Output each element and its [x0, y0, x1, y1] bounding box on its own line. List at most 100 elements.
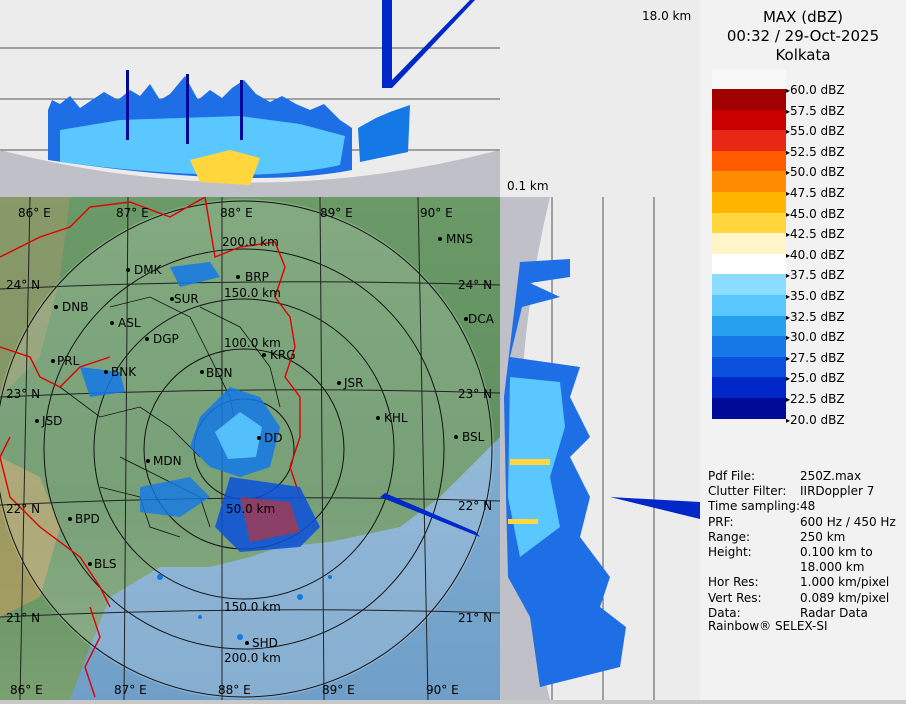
info-value: 250Z.max — [800, 469, 862, 483]
top-profile-svg — [0, 0, 500, 197]
legend-tick-icon: ▸ — [786, 147, 791, 157]
legend-tick-icon: ▸ — [786, 312, 791, 322]
latitude-label: 22° N — [458, 499, 493, 513]
city-label: MDN — [153, 454, 182, 468]
legend-label: 60.0 dBZ — [790, 83, 845, 97]
legend-tick-icon: ▸ — [786, 168, 791, 178]
range-ring — [0, 200, 493, 698]
height-top-label: 18.0 km — [642, 9, 692, 23]
legend-tick-icon: ▸ — [786, 209, 791, 219]
echo-cell — [170, 262, 220, 287]
city-label: SUR — [174, 292, 199, 306]
profile-echo-strong — [190, 150, 260, 185]
legend-tick-icon: ▸ — [786, 374, 791, 384]
info-row: Pdf File: 250Z.max — [708, 469, 861, 483]
echo-cell — [140, 477, 210, 517]
legend-swatch — [712, 315, 786, 337]
info-key: Clutter Filter: — [708, 484, 787, 499]
echo-speck — [198, 615, 202, 619]
longitude-label: 87° E — [116, 206, 149, 220]
height-bottom-label: 0.1 km — [507, 179, 549, 193]
echo-speck — [328, 575, 332, 579]
footer-credit: Rainbow® SELEX-SI — [708, 619, 828, 633]
city-label: DMK — [134, 263, 162, 277]
profile-side-streak — [610, 497, 700, 519]
info-row: 18.000 km — [708, 560, 864, 574]
info-key: Height: — [708, 545, 752, 559]
city-label: SHD — [252, 636, 278, 650]
echo-speck — [237, 634, 243, 640]
legend-swatch — [712, 274, 786, 296]
legend-label: 37.5 dBZ — [790, 268, 845, 283]
info-value: 48 — [800, 499, 816, 514]
top-height-profile-panel — [0, 0, 500, 197]
legend-swatch — [712, 377, 786, 399]
legend-swatch — [712, 192, 786, 214]
profile-spike — [240, 80, 243, 140]
radar-map[interactable]: 86° E 87° E 88° E 89° E 90° E 86° E 87° … — [0, 197, 500, 700]
info-row: Clutter Filter: IIRDoppler 7 — [708, 484, 874, 498]
info-key: Time sampling: — [708, 499, 801, 514]
city-label: BPD — [75, 512, 100, 526]
legend-label: 35.0 dBZ — [790, 289, 845, 303]
legend-label: 55.0 dBZ — [790, 124, 845, 139]
city-label: KHL — [384, 411, 408, 425]
latitude-label: 23° N — [6, 387, 41, 401]
profile-top-streak — [382, 0, 392, 88]
legend-tick-icon: ▸ — [786, 189, 791, 198]
legend-swatch — [712, 89, 786, 111]
city-label: BLS — [94, 557, 117, 571]
city-label: PRL — [57, 354, 80, 368]
longitude-label: 88° E — [218, 683, 251, 697]
info-row: Vert Res: 0.089 km/pixel — [708, 591, 889, 605]
legend-label: 22.5 dBZ — [790, 392, 845, 406]
range-ring-label: 200.0 km — [224, 651, 281, 665]
legend-swatch — [712, 109, 786, 131]
longitude-label: 87° E — [114, 683, 147, 697]
echo-layer — [80, 262, 480, 640]
side-height-profile-panel — [500, 197, 700, 700]
profile-echo-area-east — [358, 105, 410, 162]
profile-spike — [126, 70, 129, 140]
latitude-label: 21° N — [458, 611, 493, 625]
latitude-label: 24° N — [6, 278, 41, 292]
legend-tick-icon: ▸ — [786, 415, 791, 425]
legend-swatch — [712, 171, 786, 193]
info-row: Height: 0.100 km to — [708, 545, 873, 559]
legend-panel: MAX (dBZ) 00:32 / 29-Oct-2025 Kolkata ▸ 6… — [700, 0, 906, 700]
city-label: DCA — [468, 312, 494, 326]
legend-tick-icon: ▸ — [786, 127, 791, 137]
info-key: Vert Res: — [708, 590, 762, 605]
longitude-label: 86° E — [18, 206, 51, 220]
range-ring-label: 50.0 km — [226, 502, 276, 516]
info-row: Range: 250 km — [708, 530, 845, 544]
city-label: BSL — [462, 430, 485, 444]
city-label: JSR — [344, 376, 364, 390]
echo-streak — [380, 493, 480, 537]
profile-corner: 18.0 km 0.1 km — [500, 0, 700, 197]
city-label: KRG — [270, 348, 296, 362]
range-ring — [93, 298, 395, 600]
city-label: BNK — [111, 365, 137, 379]
legend-label: 50.0 dBZ — [790, 165, 845, 180]
range-ring-label: 150.0 km — [224, 600, 281, 614]
legend-tick-icon: ▸ — [786, 230, 791, 240]
range-ring — [43, 248, 445, 650]
latitude-label: 23° N — [458, 387, 493, 401]
legend-swatch — [712, 150, 786, 172]
legend-tick-icon: ▸ — [786, 353, 791, 363]
info-row: Time sampling:48 — [708, 499, 815, 513]
echo-speck — [157, 574, 163, 580]
longitude-label: 90° E — [420, 206, 453, 220]
echo-cell — [80, 367, 125, 397]
city-label: ASL — [118, 316, 141, 330]
state-borders — [0, 197, 301, 698]
info-key: PRF: — [708, 514, 734, 529]
profile-echo-area — [504, 259, 626, 687]
city-label: DD — [264, 431, 283, 445]
info-row: PRF: 600 Hz / 450 Hz — [708, 515, 896, 529]
legend-swatch — [712, 398, 786, 420]
legend-tick-icon: ▸ — [786, 106, 791, 116]
echo-cell — [215, 412, 262, 459]
profile-echo-core — [60, 116, 345, 175]
